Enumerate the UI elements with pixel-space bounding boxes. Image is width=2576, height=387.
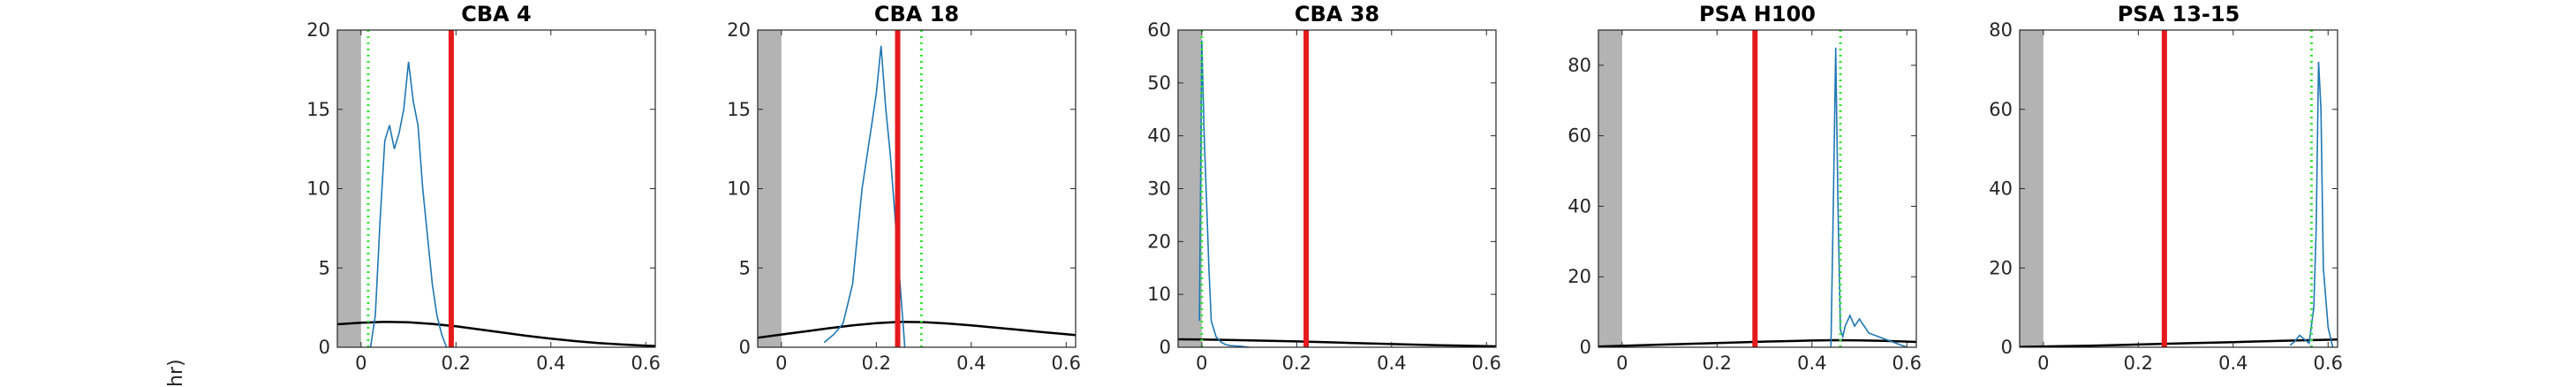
axes-box	[336, 29, 656, 348]
x-tick-label: 0.2	[2124, 353, 2153, 374]
histogram-series	[1198, 40, 1250, 347]
plot-area	[337, 30, 655, 347]
y-tick-label: 10	[727, 178, 751, 200]
axes-box	[1598, 29, 1917, 348]
density-curve	[337, 321, 655, 347]
axes-box	[1177, 29, 1497, 348]
figure-ylabel: hr)	[165, 359, 187, 387]
x-tick-label: 0	[1196, 353, 1207, 374]
x-tick-label: 0.2	[1282, 353, 1311, 374]
x-tick-label: 0.6	[631, 353, 661, 374]
y-tick-label: 60	[1568, 125, 1591, 147]
x-tick-label: 0	[1616, 353, 1628, 374]
chart-panel-1: 0 0.2 0.4 0.6 0 5 10 15 20 CBA 4	[306, 2, 661, 374]
histogram-series	[2289, 61, 2334, 347]
chart-title: PSA H100	[1699, 2, 1816, 27]
y-tick-label: 20	[306, 19, 330, 41]
histogram-series	[369, 61, 448, 347]
chart-panels: 0 0.2 0.4 0.6 0 5 10 15 20 CBA 4 0 0.2 0.4 0.6 0 5 10 15 2…	[306, 2, 2343, 374]
plot-area	[1178, 30, 1496, 347]
y-tick-label: 20	[727, 19, 751, 41]
plot-area	[1598, 30, 1916, 347]
y-tick-label: 60	[1989, 99, 2013, 120]
y-tick-label: 10	[306, 178, 330, 200]
y-tick-label: 0	[319, 337, 330, 358]
axes-box	[2019, 29, 2338, 348]
y-tick-label: 60	[1147, 19, 1171, 41]
y-tick-label: 50	[1147, 72, 1171, 94]
y-tick-label: 0	[2001, 337, 2013, 358]
y-tick-label: 0	[739, 337, 751, 358]
x-tick-label: 0	[2037, 353, 2049, 374]
axes-box	[757, 29, 1076, 348]
x-tick-label: 0	[775, 353, 787, 374]
y-tick-label: 80	[1989, 19, 2013, 41]
density-curve	[1178, 338, 1496, 347]
plot-area	[758, 30, 1076, 347]
density-curve	[758, 321, 1076, 339]
x-tick-label: 0.6	[1052, 353, 1081, 374]
y-tick-label: 10	[1147, 284, 1171, 305]
y-tick-label: 15	[306, 99, 330, 120]
x-tick-label: 0.6	[1472, 353, 1501, 374]
y-tick-label: 0	[1580, 337, 1591, 358]
shaded-region	[1598, 30, 1622, 347]
x-tick-label: 0.4	[1377, 353, 1406, 374]
y-tick-label: 80	[1568, 55, 1591, 76]
y-tick-label: 5	[739, 257, 751, 278]
x-tick-label: 0.2	[862, 353, 891, 374]
histogram-series	[1830, 47, 1907, 347]
y-tick-label: 20	[1989, 257, 2013, 278]
chart-title: CBA 38	[1295, 2, 1379, 27]
x-tick-label: 0.4	[1797, 353, 1826, 374]
histogram-series	[823, 45, 906, 347]
chart-title: PSA 13-15	[2118, 2, 2240, 27]
chart-panel-4: 0 0.2 0.4 0.6 0 20 40 60 80 PSA H100	[1568, 2, 1922, 374]
x-tick-label: 0.6	[1892, 353, 1922, 374]
x-tick-label: 0.4	[2218, 353, 2247, 374]
chart-panel-5: 0 0.2 0.4 0.6 0 20 40 60 80 PSA 13-15	[1989, 2, 2343, 374]
y-tick-label: 40	[1989, 178, 2013, 200]
x-tick-label: 0.4	[956, 353, 986, 374]
y-tick-label: 40	[1568, 195, 1591, 216]
y-tick-label: 5	[319, 257, 330, 278]
y-tick-label: 15	[727, 99, 751, 120]
chart-panel-3: 0 0.2 0.4 0.6 0 10 20 30 40 50 60 CBA 38	[1147, 2, 1501, 374]
x-tick-label: 0.4	[536, 353, 565, 374]
x-tick-label: 0.2	[1703, 353, 1732, 374]
chart-title: CBA 18	[874, 2, 959, 27]
y-tick-label: 30	[1147, 178, 1171, 200]
x-tick-label: 0.2	[442, 353, 471, 374]
x-tick-label: 0	[355, 353, 366, 374]
chart-title: CBA 4	[461, 2, 532, 27]
y-tick-label: 20	[1147, 231, 1171, 252]
x-tick-label: 0.6	[2314, 353, 2343, 374]
chart-panel-2: 0 0.2 0.4 0.6 0 5 10 15 20 CBA 18	[727, 2, 1081, 374]
density-curve	[2020, 338, 2338, 347]
y-tick-label: 0	[1160, 337, 1171, 358]
plot-area	[2020, 30, 2338, 347]
y-tick-label: 40	[1147, 125, 1171, 147]
y-tick-label: 20	[1568, 266, 1591, 287]
